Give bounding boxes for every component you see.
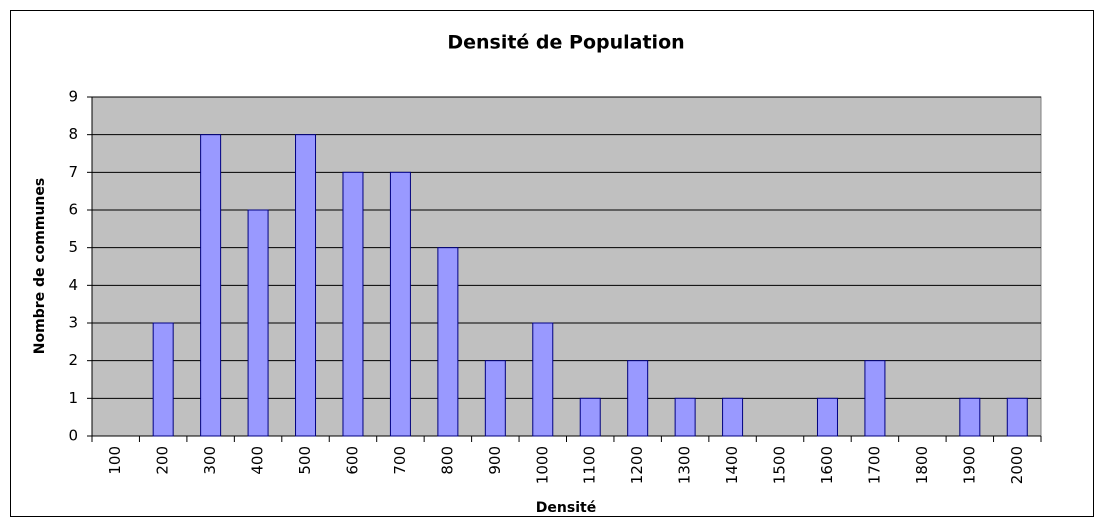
y-tick-label: 5: [68, 238, 78, 256]
y-axis-title: Nombre de communes: [32, 178, 48, 354]
chart-title: Densité de Population: [447, 32, 684, 54]
bar: [722, 397, 744, 437]
bar: [579, 397, 601, 437]
x-axis-title: Densité: [536, 500, 596, 516]
bar: [532, 322, 554, 437]
x-tick-label: 700: [391, 446, 409, 475]
y-tick-label: 4: [68, 276, 78, 294]
bar: [959, 397, 981, 437]
bar: [1006, 397, 1028, 437]
bar: [864, 360, 886, 437]
y-tick-label: 0: [68, 427, 78, 445]
x-tick-label: 1900: [960, 446, 978, 484]
x-tick-label: 1200: [628, 446, 646, 484]
x-tick-label: 1700: [865, 446, 883, 484]
x-tick-label: 300: [201, 446, 219, 475]
x-tick-label: 2000: [1008, 446, 1026, 484]
x-tick-label: 1600: [818, 446, 836, 484]
bar: [389, 171, 411, 437]
bar: [200, 134, 222, 437]
x-tick-label: 800: [438, 446, 456, 475]
y-tick-label: 2: [68, 351, 78, 369]
x-tick-label: 1300: [676, 446, 694, 484]
x-tick-label: 100: [106, 446, 124, 475]
y-tick-label: 1: [68, 389, 78, 407]
x-tick-label: 900: [486, 446, 504, 475]
bar: [342, 171, 364, 437]
x-tick-label: 1400: [723, 446, 741, 484]
x-tick-label: 1100: [581, 446, 599, 484]
bar: [247, 209, 269, 437]
bar: [295, 134, 317, 437]
bar: [674, 397, 696, 437]
plot-area: [91, 96, 1042, 437]
x-tick-label: 600: [343, 446, 361, 475]
bar: [152, 322, 174, 437]
y-tick-label: 9: [68, 88, 78, 106]
y-tick-label: 6: [68, 201, 78, 219]
bar: [816, 397, 838, 437]
y-tick-label: 8: [68, 125, 78, 143]
bar: [627, 360, 649, 437]
bar: [437, 247, 459, 437]
y-tick-label: 7: [68, 163, 78, 181]
x-tick-label: 1000: [533, 446, 551, 484]
bar: [484, 360, 506, 437]
x-tick-label: 1800: [913, 446, 931, 484]
y-tick-label: 3: [68, 314, 78, 332]
x-tick-label: 1500: [771, 446, 789, 484]
x-tick-label: 500: [296, 446, 314, 475]
x-tick-label: 400: [249, 446, 267, 475]
x-tick-label: 200: [154, 446, 172, 475]
